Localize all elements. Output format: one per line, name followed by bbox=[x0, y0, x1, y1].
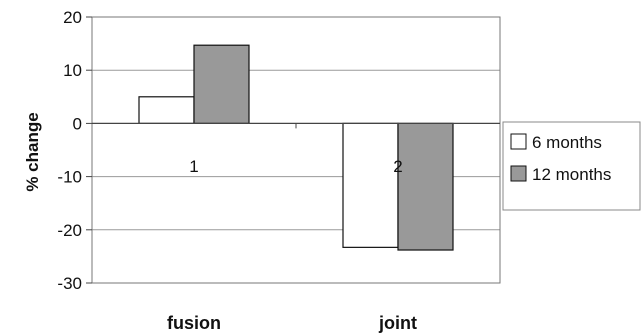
legend: 6 months 12 months bbox=[502, 121, 641, 211]
plot-frame bbox=[91, 16, 501, 284]
y-tick-label: -30 bbox=[57, 274, 82, 293]
legend-label: 6 months bbox=[532, 133, 602, 152]
category-number-label: 1 bbox=[189, 157, 198, 176]
y-tick-label: -10 bbox=[57, 168, 82, 187]
y-tick-label: 10 bbox=[63, 61, 82, 80]
legend-swatch bbox=[510, 165, 527, 182]
bars bbox=[138, 44, 454, 251]
y-tick-label: 20 bbox=[63, 8, 82, 27]
y-tick-label: 0 bbox=[73, 114, 82, 133]
y-tick-label: -20 bbox=[57, 221, 82, 240]
x-category-labels: fusion joint bbox=[167, 313, 417, 333]
category-label: fusion bbox=[167, 313, 221, 333]
y-axis-title: % change bbox=[23, 112, 42, 191]
category-number-label: 2 bbox=[393, 157, 402, 176]
bar-fusion-12-months bbox=[193, 44, 250, 125]
y-tick-labels: 20 10 0 -10 -20 -30 bbox=[57, 8, 82, 293]
bar-joint-12-months bbox=[397, 122, 454, 251]
bar-joint-6-months bbox=[342, 122, 399, 248]
bar-fusion-6-months bbox=[138, 96, 195, 125]
legend-label: 12 months bbox=[532, 165, 611, 184]
axes bbox=[86, 16, 501, 284]
category-label: joint bbox=[378, 313, 417, 333]
legend-swatch bbox=[510, 133, 527, 150]
